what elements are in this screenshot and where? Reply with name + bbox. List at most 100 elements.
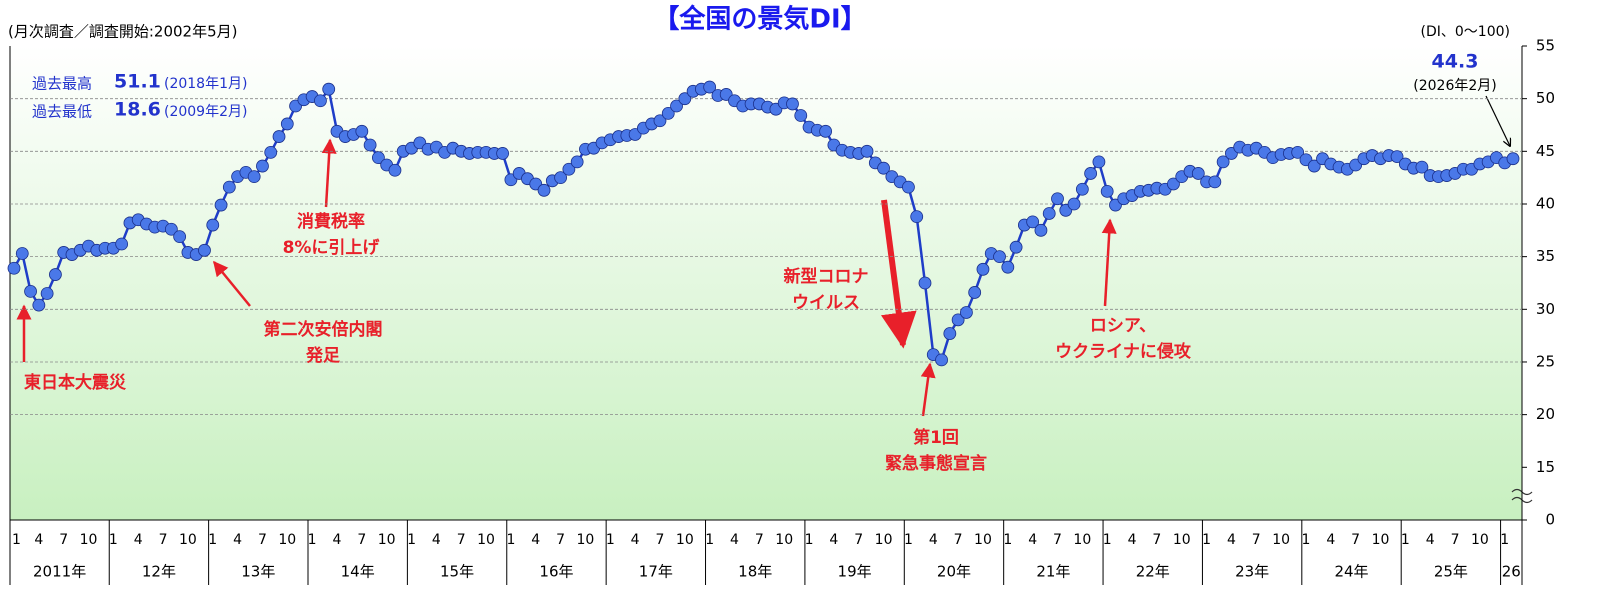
marker <box>280 117 294 131</box>
marker <box>1167 177 1180 191</box>
marker <box>993 250 1006 264</box>
x-tick-label: 4 <box>1426 532 1435 548</box>
marker <box>206 218 220 232</box>
x-tick-label: 7 <box>656 532 665 548</box>
x-tick-label: 4 <box>1227 532 1236 548</box>
latest-date: (2026年2月) <box>1413 78 1496 94</box>
y-tick-label: 35 <box>1536 247 1555 265</box>
arrow <box>920 362 936 417</box>
y-tick-label: 25 <box>1536 352 1555 370</box>
y-tick-label: 30 <box>1536 300 1555 318</box>
marker <box>968 286 982 299</box>
x-tick-label: 7 <box>59 532 68 548</box>
marker <box>198 243 211 257</box>
x-tick-label: 7 <box>159 532 168 548</box>
year-label: 21年 <box>1036 563 1070 581</box>
marker <box>1009 240 1023 254</box>
annotation: 緊急事態宣言 <box>885 453 987 474</box>
marker <box>537 183 551 197</box>
x-tick-label: 4 <box>1128 532 1137 548</box>
x-tick-label: 10 <box>477 532 495 548</box>
x-tick-label: 7 <box>457 532 466 548</box>
marker <box>322 82 336 96</box>
marker <box>1291 145 1305 159</box>
x-tick-label: 4 <box>34 532 43 548</box>
arrow <box>880 199 917 349</box>
latest-arrow <box>1485 95 1510 146</box>
marker <box>222 180 236 194</box>
x-tick-label: 1 <box>904 532 913 548</box>
marker <box>371 151 385 165</box>
record-high-label: 過去最高 <box>32 75 92 93</box>
year-label: 2011年 <box>33 563 86 581</box>
x-tick-label: 10 <box>278 532 296 548</box>
marker <box>355 124 369 138</box>
marker <box>951 313 965 327</box>
marker <box>653 114 667 128</box>
x-tick-label: 4 <box>531 532 540 548</box>
x-tick-label: 10 <box>875 532 893 548</box>
year-label: 26 <box>1502 563 1521 581</box>
marker <box>670 99 683 113</box>
x-tick-label: 10 <box>676 532 694 548</box>
marker <box>1390 150 1404 163</box>
marker <box>49 268 62 281</box>
annotation: 東日本大震災 <box>24 372 127 393</box>
record-low-value: 18.6 <box>114 99 161 121</box>
y-tick-label: 50 <box>1536 89 1555 107</box>
year-label: 18年 <box>738 563 772 581</box>
marker <box>1034 223 1048 237</box>
marker <box>1208 175 1222 189</box>
marker <box>570 155 584 169</box>
y-tick-label: 15 <box>1536 458 1555 476</box>
annotation: 8%に引上げ <box>283 238 381 258</box>
marker <box>314 94 327 108</box>
x-tick-label: 1 <box>1500 532 1509 548</box>
year-label: 24年 <box>1334 563 1368 581</box>
year-label: 25年 <box>1434 563 1468 581</box>
marker <box>32 298 46 312</box>
year-label: 20年 <box>937 563 971 581</box>
marker <box>562 162 576 176</box>
year-label: 22年 <box>1136 563 1170 581</box>
x-tick-label: 10 <box>1173 532 1191 548</box>
annotation: 第二次安倍内閣 <box>264 319 383 340</box>
marker <box>1051 192 1064 206</box>
x-tick-label: 1 <box>12 532 21 548</box>
marker <box>496 147 510 160</box>
marker <box>960 306 973 319</box>
marker <box>1307 159 1321 173</box>
marker <box>902 180 915 194</box>
marker <box>1042 207 1056 220</box>
x-tick-label: 4 <box>134 532 143 548</box>
x-tick-label: 4 <box>730 532 739 548</box>
marker <box>678 92 692 106</box>
marker <box>173 230 187 244</box>
year-label: 16年 <box>539 563 573 581</box>
year-label: 15年 <box>440 563 474 581</box>
x-tick-label: 7 <box>1351 532 1360 548</box>
x-tick-label: 7 <box>755 532 764 548</box>
marker <box>7 261 21 275</box>
y-tick-label: 20 <box>1536 405 1555 423</box>
x-tick-label: 10 <box>1372 532 1390 548</box>
y-tick-label: 55 <box>1536 37 1555 55</box>
record-high-value: 51.1 <box>114 71 161 93</box>
x-tick-label: 1 <box>109 532 118 548</box>
x-tick-label: 4 <box>432 532 441 548</box>
marker <box>388 163 402 177</box>
record-high-date: (2018年1月) <box>164 76 247 92</box>
marker <box>214 198 228 212</box>
marker <box>554 171 567 185</box>
year-label: 13年 <box>241 563 275 581</box>
marker <box>819 124 833 138</box>
x-tick-label: 10 <box>179 532 197 548</box>
marker <box>943 327 957 340</box>
marker <box>363 138 377 152</box>
x-tick-label: 10 <box>974 532 992 548</box>
year-label: 12年 <box>142 563 176 581</box>
arrow <box>213 260 251 307</box>
x-tick-label: 1 <box>1401 532 1410 548</box>
x-tick-label: 1 <box>1202 532 1211 548</box>
x-tick-label: 4 <box>333 532 342 548</box>
